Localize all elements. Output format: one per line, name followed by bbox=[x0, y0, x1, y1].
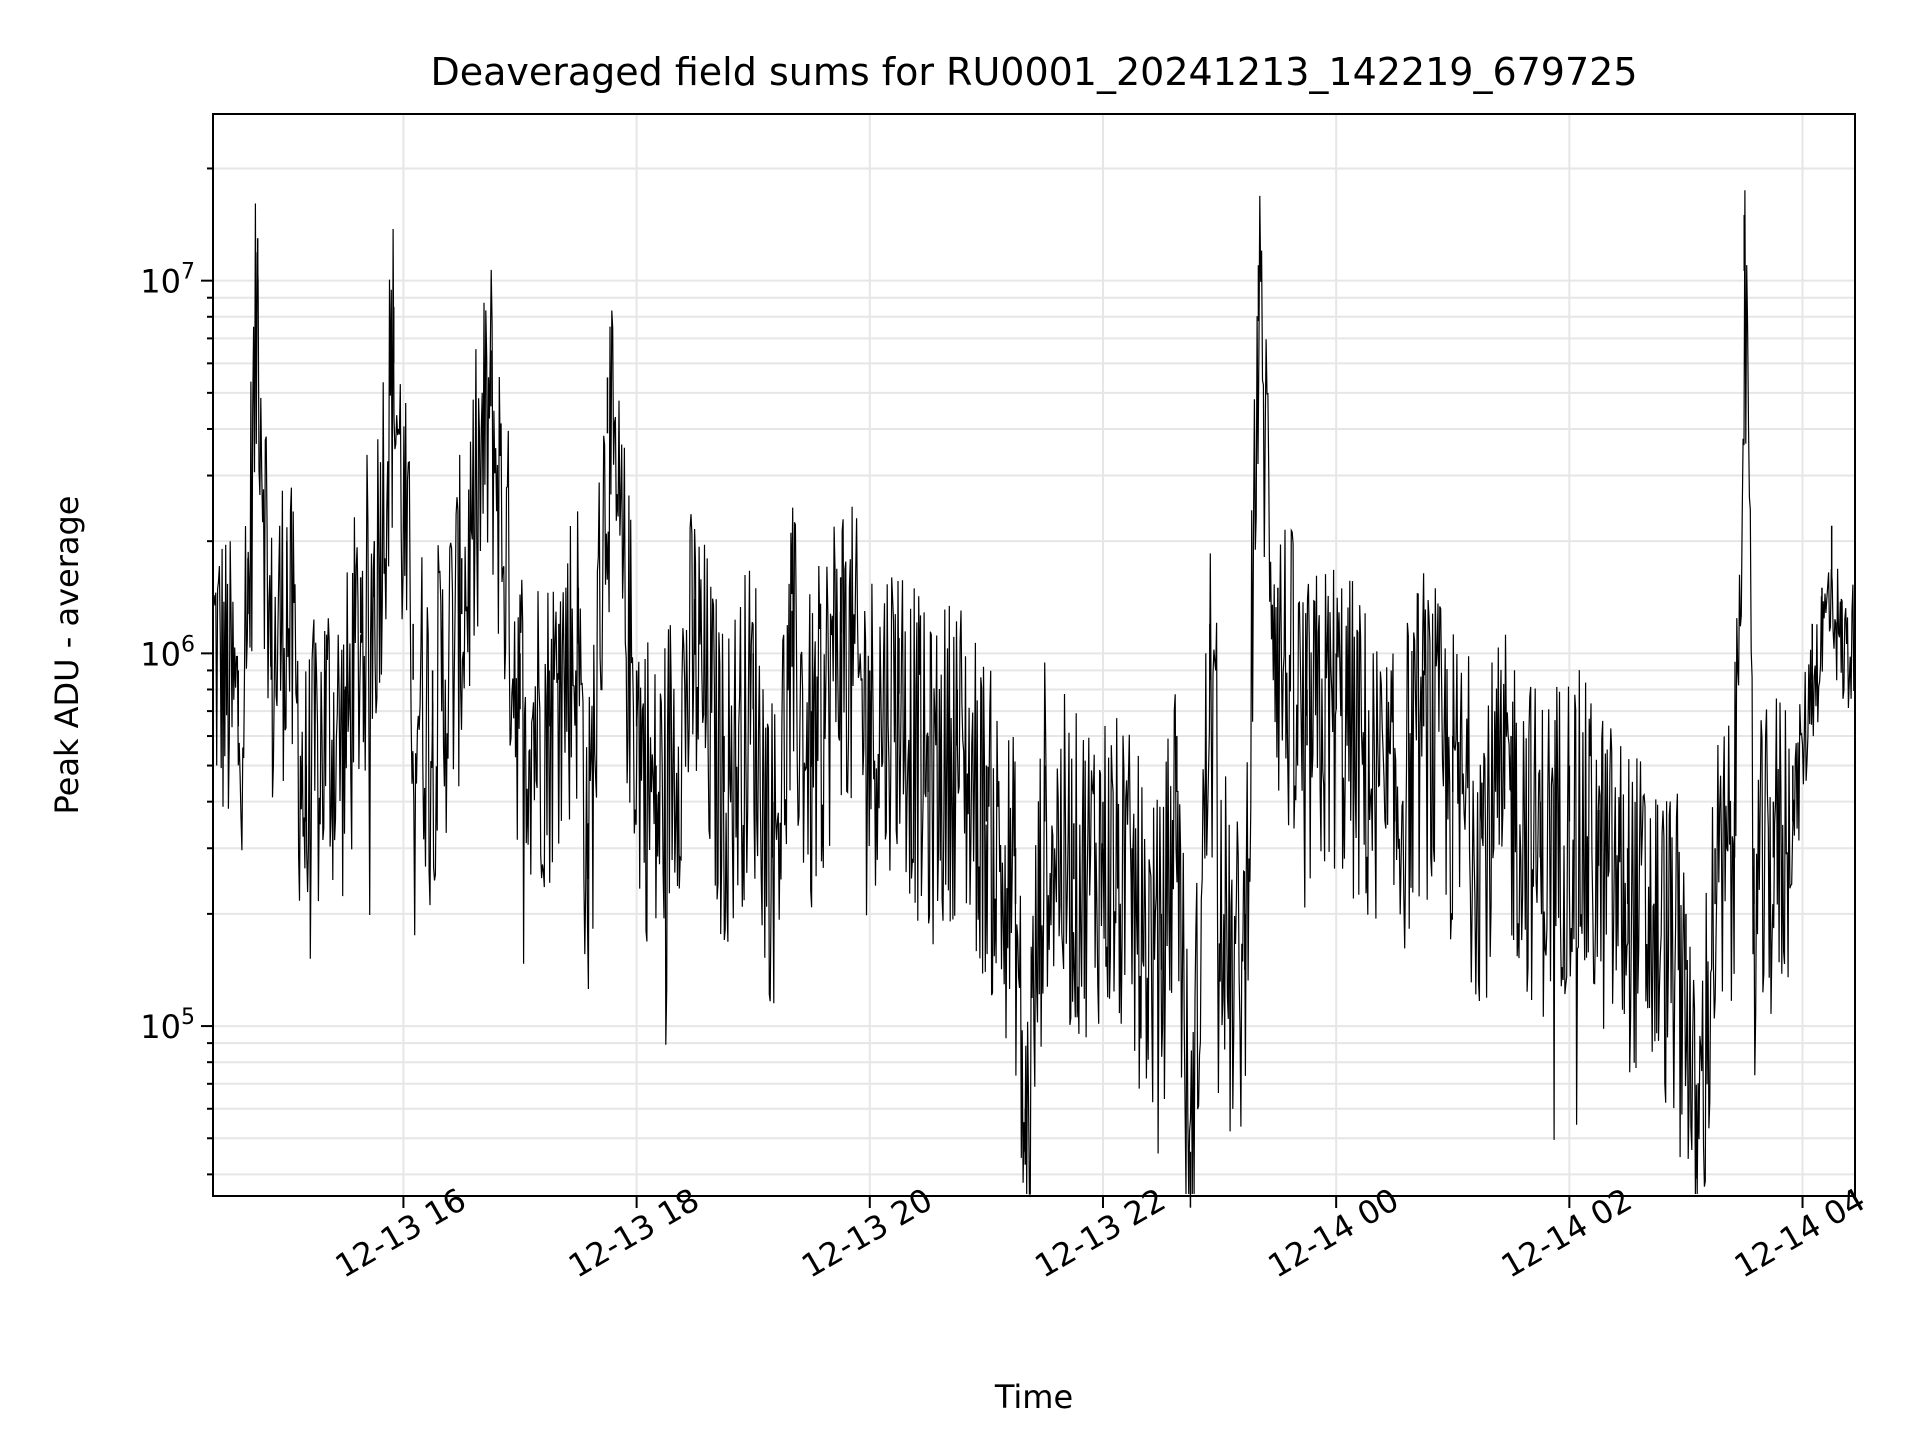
grid bbox=[213, 114, 1855, 1196]
y-tick-label-base: 10 bbox=[140, 263, 181, 301]
plot-frame bbox=[212, 113, 1856, 1197]
x-axis-label: Time bbox=[994, 1378, 1073, 1416]
y-axis-label: Peak ADU - average bbox=[48, 496, 86, 815]
y-tick-label-base: 10 bbox=[140, 635, 181, 673]
chart-title: Deaveraged field sums for RU0001_2024121… bbox=[430, 50, 1637, 94]
y-tick-label: 106 bbox=[140, 632, 195, 673]
y-tick-label: 107 bbox=[140, 260, 195, 301]
y-tick-label-exponent: 5 bbox=[181, 1005, 195, 1030]
y-tick-label-exponent: 6 bbox=[181, 632, 195, 657]
y-tick-label-base: 10 bbox=[140, 1008, 181, 1046]
y-tick-label: 105 bbox=[140, 1005, 195, 1046]
y-tick-label-exponent: 7 bbox=[181, 260, 195, 285]
series-trace bbox=[213, 190, 1855, 1195]
